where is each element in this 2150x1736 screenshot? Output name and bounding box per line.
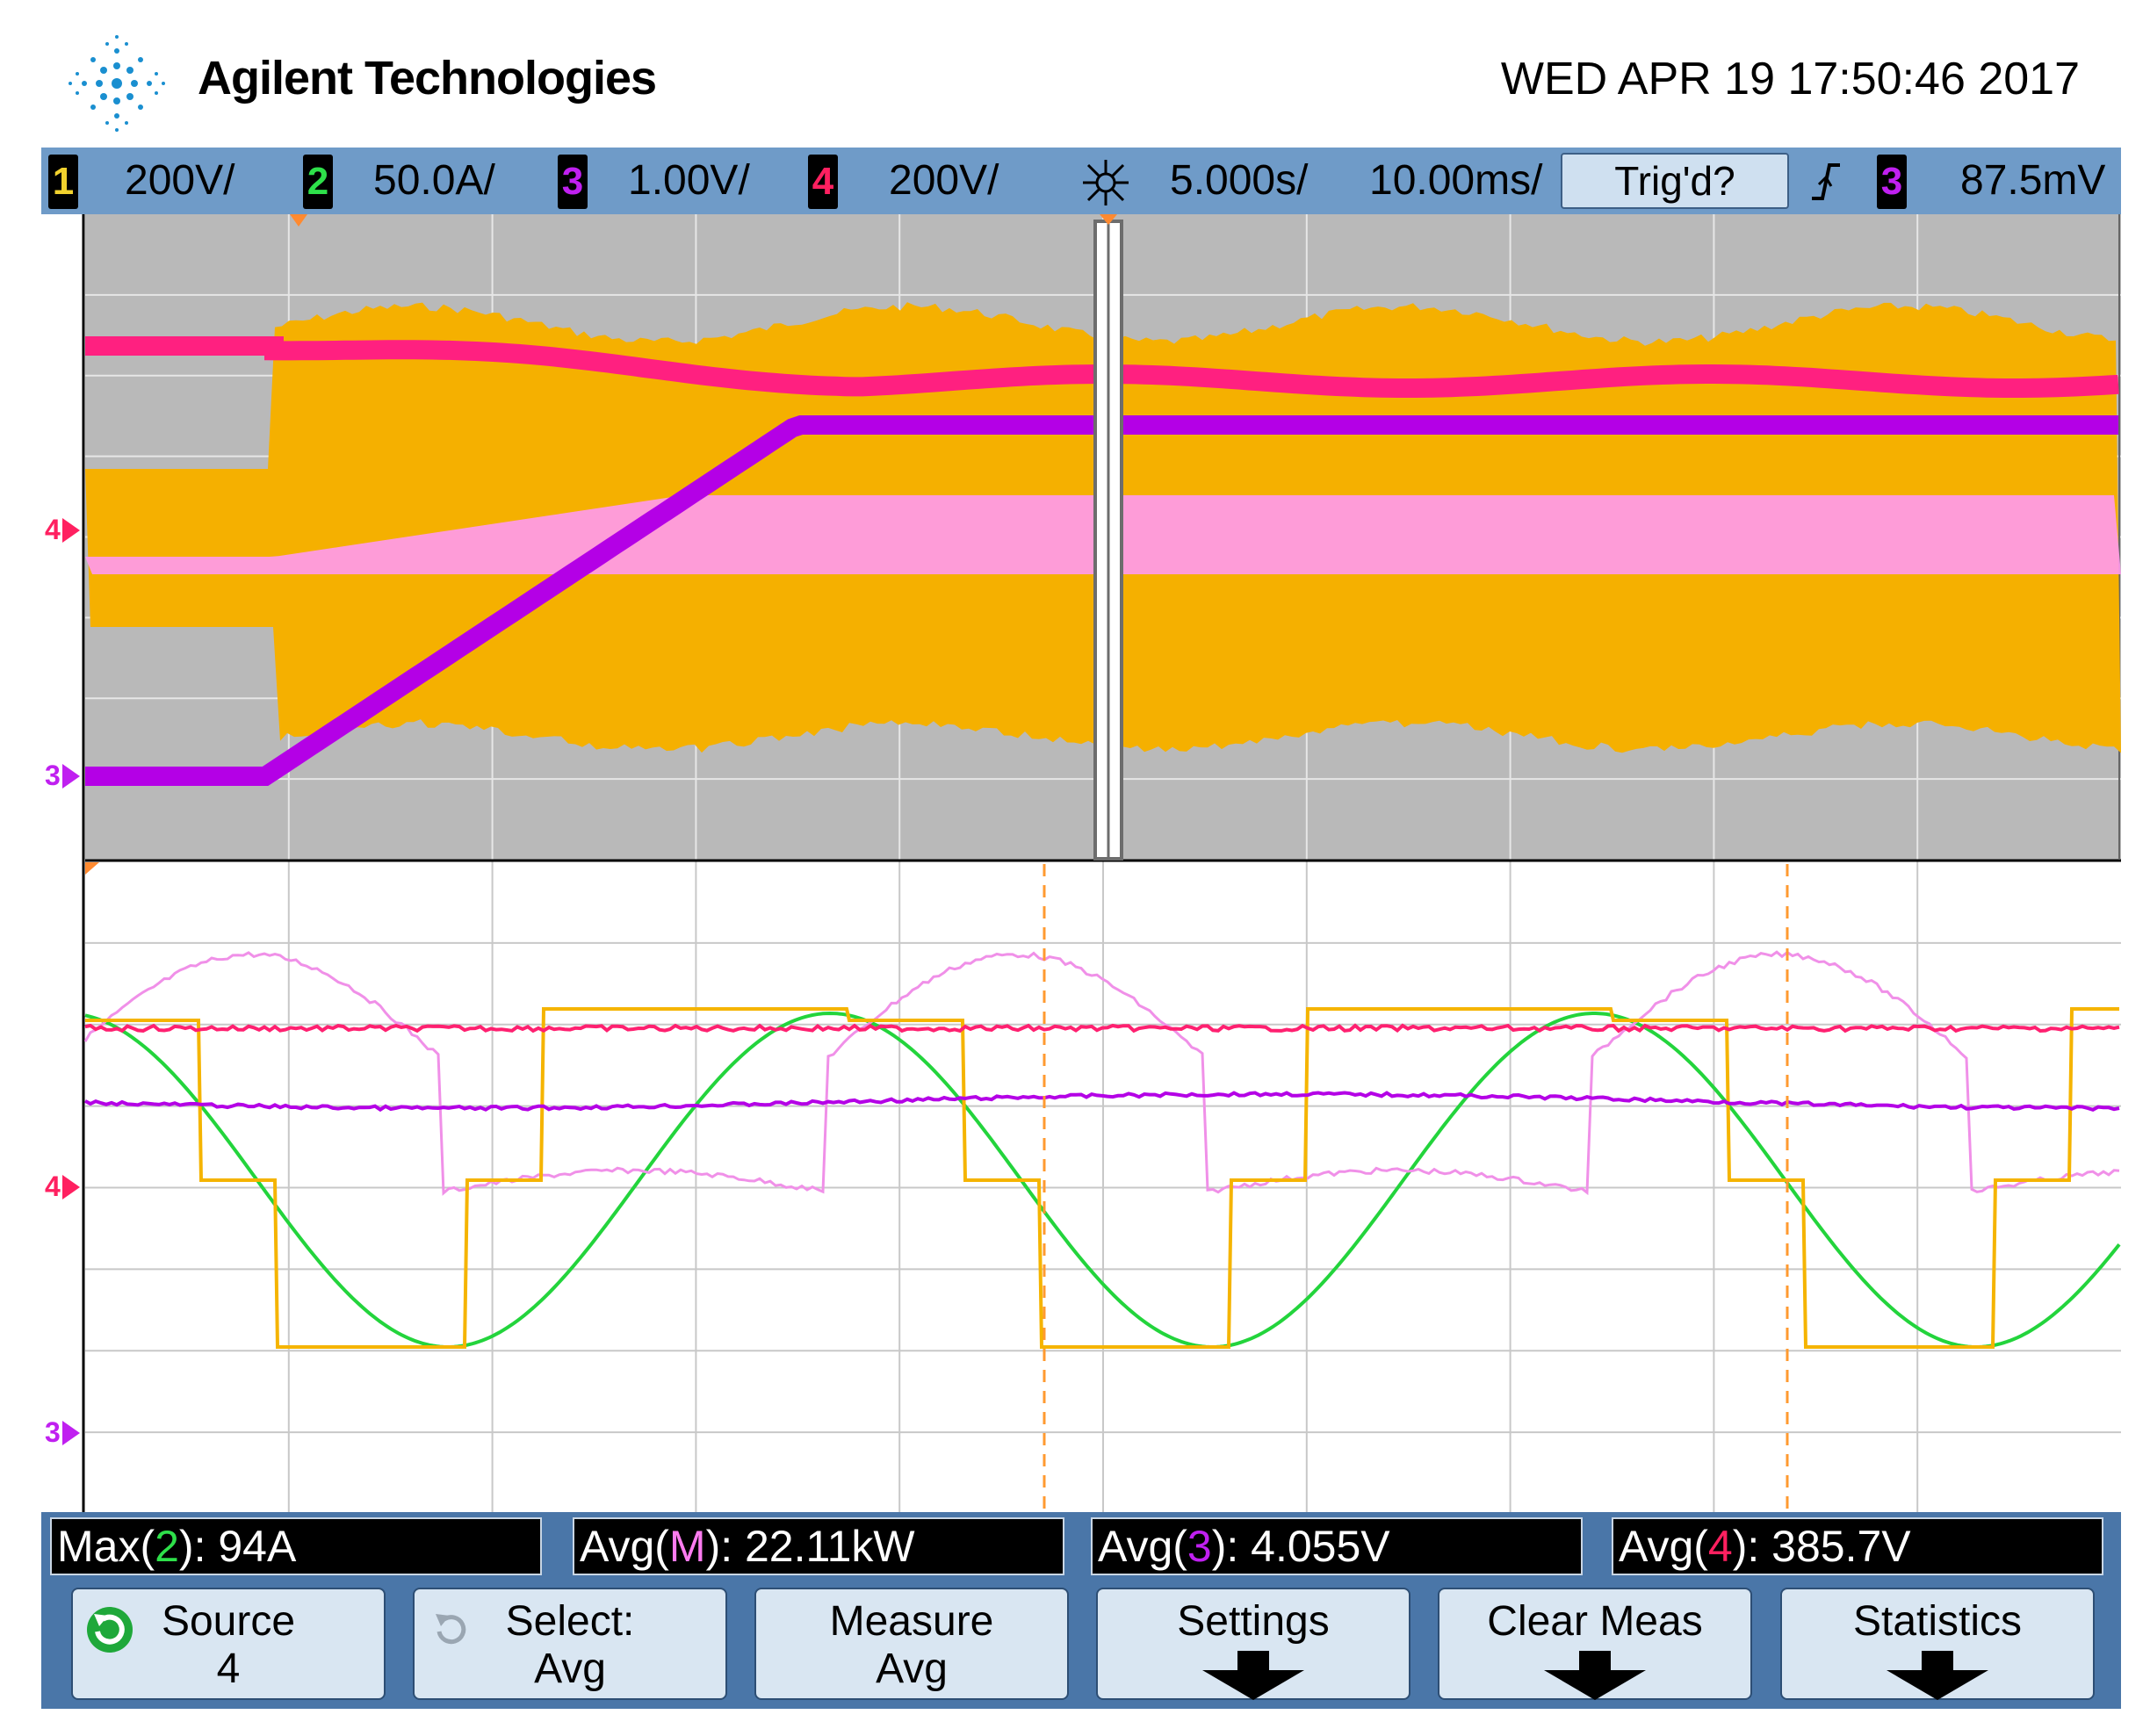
- measurement-2-source: M: [668, 1522, 706, 1571]
- ch3-trace: [84, 1091, 2120, 1113]
- source-softkey-value: 4: [216, 1646, 241, 1692]
- select-softkey[interactable]: Select: Avg: [413, 1588, 727, 1700]
- arrow-down-icon: [1544, 1651, 1646, 1700]
- channel-1-scale[interactable]: 200V/: [125, 157, 235, 204]
- channel-4-ground-marker[interactable]: 4: [45, 514, 80, 545]
- select-softkey-label: Select:: [505, 1598, 635, 1645]
- channel-1-number: 1: [52, 160, 75, 203]
- date-time: WED APR 19 17:50:46 2017: [1500, 54, 2080, 104]
- channel-bar: 1 200V/ 2 50.0A/ 3 1.00V/ 4 200V/ 5.000s…: [41, 148, 2121, 214]
- channel-3-ground-marker-bottom[interactable]: 3: [45, 1416, 80, 1448]
- measurement-bar: Max(2): 94A Avg(M): 22.11kW Avg(3): 4.05…: [41, 1512, 2121, 1581]
- delay-marker-top: [290, 214, 307, 227]
- delay-marker-bottom: [85, 862, 99, 875]
- channel-1-badge[interactable]: 1: [48, 155, 78, 209]
- softkey-bar: Source 4 Select: Avg Measure Avg Setting…: [41, 1581, 2121, 1709]
- measurement-2-label: Avg(: [580, 1522, 669, 1571]
- brand-name: Agilent Technologies: [198, 52, 657, 104]
- channel-3-badge[interactable]: 3: [558, 155, 588, 209]
- channel-4-number: 4: [812, 160, 834, 203]
- svg-text:4: 4: [45, 514, 61, 545]
- math-power-trace: [83, 950, 2120, 1196]
- measurement-avg-ch3[interactable]: Avg(3): 4.055V: [1091, 1517, 1583, 1575]
- arrow-down-icon: [1887, 1651, 1988, 1700]
- ch2-current-trace: [84, 1011, 2121, 1350]
- header: Agilent Technologies WED APR 19 17:50:46…: [0, 0, 2150, 149]
- clear-meas-softkey-label: Clear Meas: [1487, 1598, 1703, 1645]
- trigger-source-badge[interactable]: 3: [1877, 155, 1907, 209]
- channel-3-ground-marker-top[interactable]: 3: [45, 760, 80, 791]
- ch1-voltage-trace: [85, 1007, 2119, 1349]
- clear-meas-softkey[interactable]: Clear Meas: [1438, 1588, 1752, 1700]
- time-scale[interactable]: 10.00ms/: [1369, 157, 1543, 204]
- waveform-display[interactable]: 4 3 4 3: [41, 214, 2121, 1514]
- trigger-status: Trig'd?: [1561, 153, 1789, 209]
- measurement-max-ch2[interactable]: Max(2): 94A: [50, 1517, 542, 1575]
- refresh-icon: [87, 1607, 133, 1653]
- channel-4-scale[interactable]: 200V/: [889, 157, 999, 204]
- measurement-3-value: ): 4.055V: [1211, 1522, 1390, 1571]
- measurement-avg-math[interactable]: Avg(M): 22.11kW: [573, 1517, 1064, 1575]
- timebase-icon: [1083, 160, 1129, 205]
- statistics-softkey[interactable]: Statistics: [1780, 1588, 2095, 1700]
- svg-text:4: 4: [45, 1171, 61, 1202]
- channel-2-badge[interactable]: 2: [303, 155, 333, 209]
- measurement-1-source: 2: [155, 1522, 179, 1571]
- measurement-4-value: ): 385.7V: [1732, 1522, 1911, 1571]
- source-softkey-label: Source: [161, 1598, 296, 1645]
- measure-softkey-value: Avg: [876, 1646, 948, 1692]
- measurement-4-source: 4: [1707, 1522, 1733, 1571]
- svg-text:3: 3: [45, 760, 61, 791]
- agilent-logo-icon: [69, 35, 165, 132]
- ch4-overview-trace: [85, 336, 2119, 398]
- measurement-4-label: Avg(: [1619, 1522, 1708, 1571]
- select-softkey-value: Avg: [534, 1646, 606, 1692]
- channel-2-scale[interactable]: 50.0A/: [373, 157, 495, 204]
- measure-softkey-label: Measure: [829, 1598, 994, 1645]
- channel-3-scale[interactable]: 1.00V/: [628, 157, 750, 204]
- settings-softkey[interactable]: Settings: [1096, 1588, 1410, 1700]
- arrow-down-icon: [1202, 1651, 1304, 1700]
- channel-3-number: 3: [561, 160, 584, 203]
- trigger-level[interactable]: 87.5mV: [1960, 157, 2106, 204]
- ch4-voltage-trace: [84, 1023, 2120, 1034]
- refresh-icon: [436, 1614, 466, 1645]
- measurement-avg-ch4[interactable]: Avg(4): 385.7V: [1612, 1517, 2103, 1575]
- waveform-canvas: 4 3 4 3: [45, 214, 2121, 1514]
- time-position[interactable]: 5.000s/: [1170, 157, 1309, 204]
- channel-2-number: 2: [307, 160, 329, 203]
- measure-softkey[interactable]: Measure Avg: [754, 1588, 1069, 1700]
- measurement-1-label: Max(: [57, 1522, 155, 1571]
- settings-softkey-label: Settings: [1177, 1598, 1330, 1645]
- measurement-3-label: Avg(: [1098, 1522, 1187, 1571]
- channel-4-badge[interactable]: 4: [808, 155, 838, 209]
- trigger-position-marker: [1100, 214, 1117, 225]
- statistics-softkey-label: Statistics: [1852, 1598, 2023, 1645]
- trigger-source-number: 3: [1880, 160, 1903, 203]
- measurement-3-source: 3: [1187, 1522, 1212, 1571]
- measurement-1-value: ): 94A: [178, 1522, 297, 1571]
- measurement-2-value: ): 22.11kW: [705, 1522, 915, 1571]
- rising-edge-icon: [1812, 163, 1840, 200]
- ch3-overview-trace: [85, 415, 2118, 786]
- svg-text:3: 3: [45, 1416, 61, 1448]
- source-softkey[interactable]: Source 4: [71, 1588, 386, 1700]
- channel-4-ground-marker-bottom[interactable]: 4: [45, 1171, 80, 1202]
